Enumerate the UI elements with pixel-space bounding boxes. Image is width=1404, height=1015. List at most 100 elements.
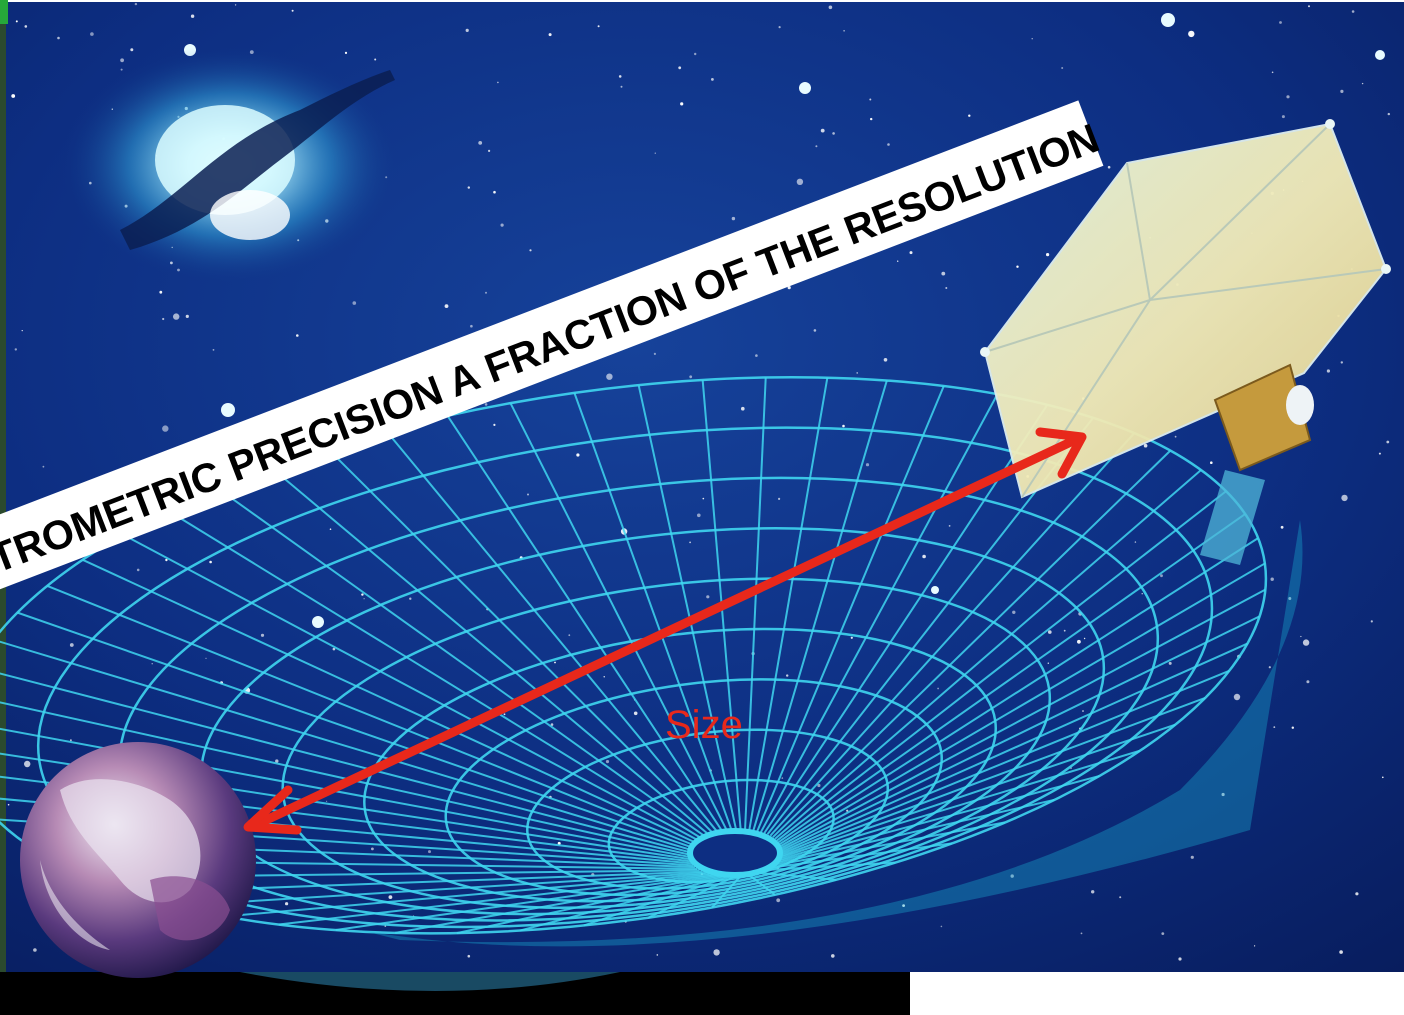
star xyxy=(485,403,488,406)
star xyxy=(968,115,970,117)
star xyxy=(1306,680,1309,683)
star xyxy=(949,525,951,527)
star xyxy=(445,304,449,308)
star xyxy=(162,318,164,320)
star xyxy=(493,191,496,194)
star xyxy=(11,94,15,98)
star xyxy=(782,777,784,779)
star xyxy=(1382,777,1384,779)
star xyxy=(1379,453,1381,455)
star xyxy=(554,662,556,664)
star xyxy=(1048,630,1052,634)
star xyxy=(887,143,890,146)
star xyxy=(468,955,471,958)
star xyxy=(843,30,845,32)
star xyxy=(43,466,45,468)
star xyxy=(152,663,153,664)
star xyxy=(832,132,835,135)
star xyxy=(159,291,162,294)
star xyxy=(205,658,206,659)
star xyxy=(711,78,714,81)
star xyxy=(1175,436,1177,438)
star xyxy=(497,82,499,84)
star xyxy=(478,141,482,145)
star xyxy=(1371,620,1373,622)
star xyxy=(1286,95,1289,98)
star xyxy=(655,153,656,154)
star xyxy=(466,29,469,32)
star xyxy=(485,292,487,294)
star xyxy=(374,59,376,61)
star xyxy=(501,224,504,227)
star xyxy=(732,217,735,220)
star xyxy=(137,569,140,572)
star xyxy=(1234,694,1240,700)
star xyxy=(851,637,853,639)
star xyxy=(345,52,347,54)
star xyxy=(621,86,623,88)
star xyxy=(1269,666,1271,668)
star xyxy=(213,349,215,351)
star xyxy=(529,249,531,251)
star xyxy=(1341,361,1343,363)
star xyxy=(1191,856,1194,859)
star xyxy=(815,145,817,147)
bright-star xyxy=(931,586,939,594)
star xyxy=(576,453,579,456)
bright-star xyxy=(1375,50,1385,60)
star xyxy=(353,301,357,305)
star xyxy=(504,713,506,715)
bright-star xyxy=(221,403,235,417)
star xyxy=(1340,90,1343,93)
star xyxy=(831,954,835,958)
star xyxy=(326,801,327,802)
star xyxy=(470,325,473,328)
star xyxy=(1327,369,1330,372)
star xyxy=(90,32,94,36)
star xyxy=(493,424,495,426)
star xyxy=(778,498,780,500)
star xyxy=(1119,896,1121,898)
star xyxy=(829,6,833,10)
star xyxy=(634,712,638,716)
star xyxy=(1292,727,1294,729)
star xyxy=(428,850,431,853)
star xyxy=(1161,932,1164,935)
star xyxy=(468,186,470,188)
star xyxy=(1272,72,1274,74)
star xyxy=(689,542,691,544)
star xyxy=(33,948,37,952)
star xyxy=(1386,441,1389,444)
star xyxy=(1341,495,1347,501)
star xyxy=(57,37,60,40)
star xyxy=(8,804,10,806)
star xyxy=(856,372,858,374)
star xyxy=(870,118,872,120)
star xyxy=(1188,31,1194,37)
star xyxy=(1254,945,1255,946)
star xyxy=(598,25,600,27)
star xyxy=(945,287,947,289)
star xyxy=(409,598,411,600)
star xyxy=(527,494,529,496)
star xyxy=(70,643,74,647)
star xyxy=(1081,933,1083,935)
star xyxy=(922,555,926,559)
star xyxy=(680,102,683,105)
star xyxy=(842,425,845,428)
star xyxy=(330,528,332,530)
star xyxy=(130,48,133,51)
star xyxy=(884,358,888,362)
star xyxy=(1355,892,1358,895)
star xyxy=(549,33,552,36)
star xyxy=(910,251,913,254)
star xyxy=(776,898,780,902)
star xyxy=(173,313,179,319)
star xyxy=(135,3,137,5)
star xyxy=(24,761,30,767)
star xyxy=(1282,115,1285,118)
star xyxy=(1135,541,1136,542)
star xyxy=(1142,593,1143,594)
star xyxy=(619,75,622,78)
